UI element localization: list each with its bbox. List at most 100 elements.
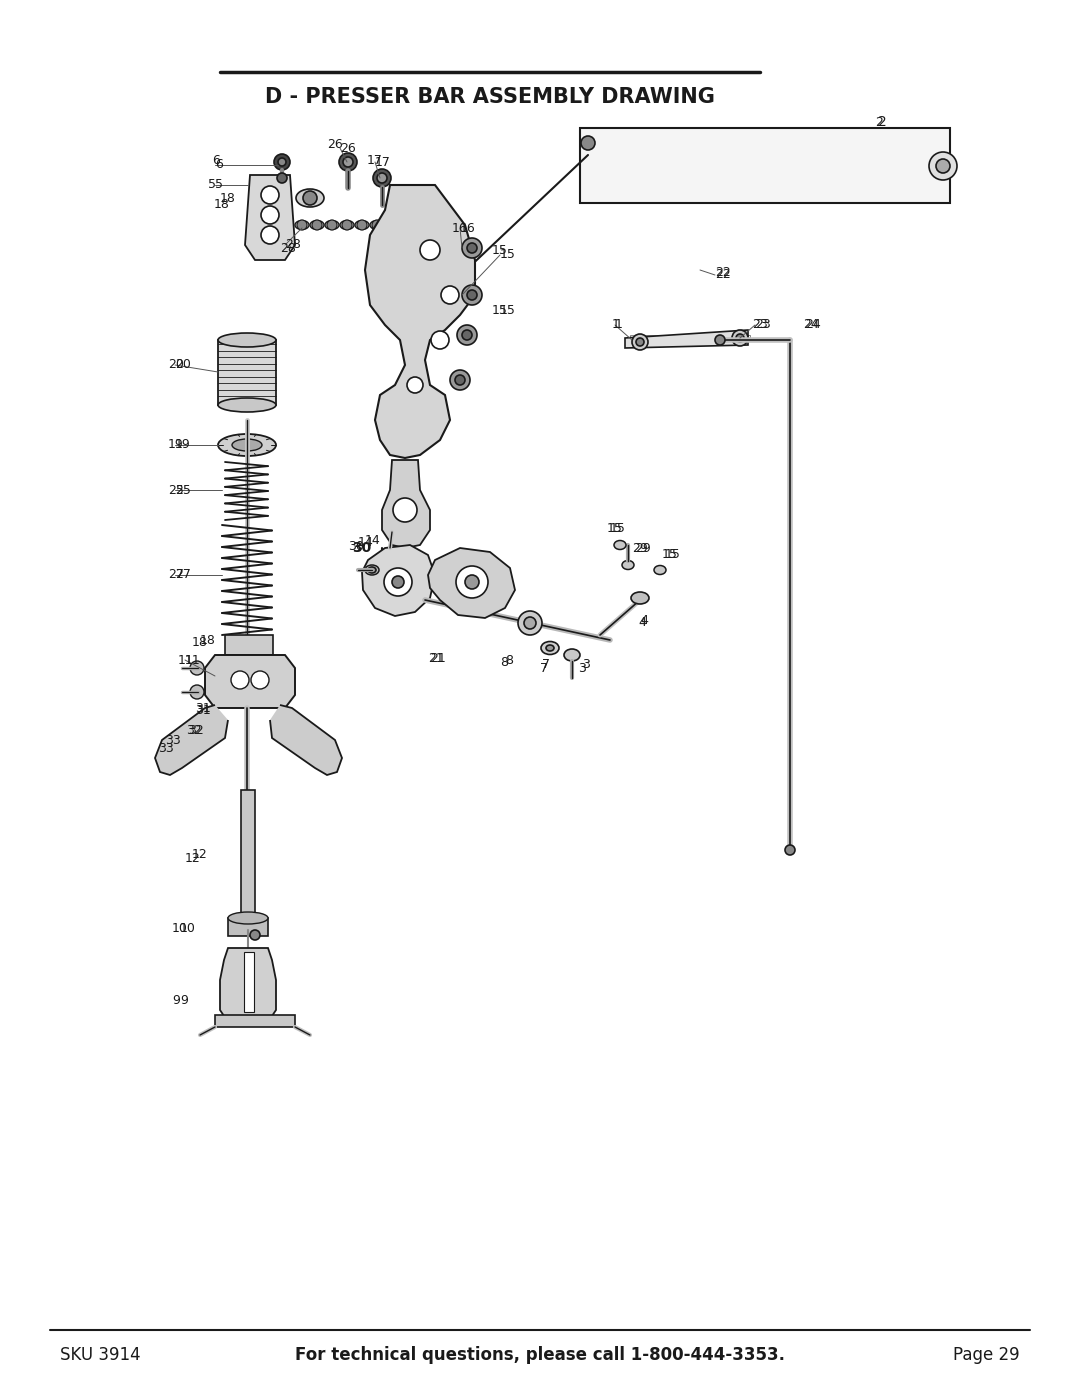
Text: 29: 29 (632, 542, 648, 555)
Circle shape (392, 576, 404, 588)
Text: SKU 3914: SKU 3914 (60, 1345, 140, 1363)
Polygon shape (625, 330, 748, 348)
Text: 14: 14 (357, 535, 374, 549)
Text: 20: 20 (168, 359, 184, 372)
Circle shape (278, 158, 286, 166)
Circle shape (431, 331, 449, 349)
Circle shape (251, 671, 269, 689)
Circle shape (327, 219, 337, 231)
Text: 28: 28 (285, 239, 301, 251)
Text: 7: 7 (540, 662, 548, 675)
Circle shape (372, 219, 382, 231)
Text: 10: 10 (180, 922, 195, 935)
Ellipse shape (546, 645, 554, 651)
Text: 8: 8 (505, 654, 513, 666)
Bar (241, 789, 255, 921)
Circle shape (462, 285, 482, 305)
Circle shape (929, 152, 957, 180)
Polygon shape (382, 460, 430, 548)
Circle shape (297, 219, 307, 231)
Circle shape (342, 219, 352, 231)
Circle shape (732, 330, 748, 346)
Text: Page 29: Page 29 (954, 1345, 1020, 1363)
Ellipse shape (218, 398, 276, 412)
Text: 6: 6 (212, 154, 220, 166)
Ellipse shape (631, 592, 649, 604)
Text: 25: 25 (175, 483, 191, 496)
Text: 29: 29 (635, 542, 651, 555)
Text: 15: 15 (665, 549, 680, 562)
Bar (244, 951, 254, 1011)
Circle shape (407, 377, 423, 393)
Polygon shape (156, 705, 228, 775)
Text: 22: 22 (715, 265, 731, 278)
Circle shape (190, 661, 204, 675)
Text: 16: 16 (460, 222, 476, 235)
Text: 18: 18 (200, 633, 216, 647)
Circle shape (393, 497, 417, 522)
Text: 6: 6 (215, 158, 222, 172)
Text: 19: 19 (175, 439, 191, 451)
Circle shape (785, 845, 795, 855)
Ellipse shape (340, 221, 354, 229)
Circle shape (231, 671, 249, 689)
Circle shape (715, 335, 725, 345)
Text: 9: 9 (172, 993, 180, 1006)
Circle shape (462, 237, 482, 258)
Text: 19: 19 (168, 439, 184, 451)
Text: 5: 5 (208, 179, 216, 191)
Polygon shape (362, 545, 435, 616)
Circle shape (467, 291, 477, 300)
Ellipse shape (218, 434, 276, 455)
Text: 15: 15 (610, 521, 626, 535)
Text: 23: 23 (755, 319, 771, 331)
Circle shape (249, 930, 260, 940)
Ellipse shape (232, 439, 262, 451)
Text: 12: 12 (192, 848, 207, 862)
Circle shape (457, 326, 477, 345)
Text: 3: 3 (582, 658, 590, 672)
Circle shape (524, 617, 536, 629)
Text: 16: 16 (453, 222, 468, 235)
Text: D - PRESSER BAR ASSEMBLY DRAWING: D - PRESSER BAR ASSEMBLY DRAWING (265, 87, 715, 108)
Text: 27: 27 (175, 569, 191, 581)
Circle shape (343, 156, 353, 168)
Circle shape (387, 219, 397, 231)
Polygon shape (428, 548, 515, 617)
Circle shape (357, 219, 367, 231)
Text: 11: 11 (185, 654, 201, 666)
Text: 4: 4 (640, 613, 648, 626)
Text: For technical questions, please call 1-800-444-3353.: For technical questions, please call 1-8… (295, 1345, 785, 1363)
Text: 9: 9 (180, 993, 188, 1006)
Bar (630, 335, 750, 339)
Circle shape (441, 286, 459, 305)
Ellipse shape (622, 560, 634, 570)
Ellipse shape (384, 221, 399, 229)
Circle shape (402, 219, 411, 231)
Text: 18: 18 (214, 198, 230, 211)
Text: 26: 26 (340, 141, 355, 155)
Text: 21: 21 (428, 651, 444, 665)
Polygon shape (365, 184, 475, 458)
Text: 31: 31 (195, 704, 211, 717)
Text: 15: 15 (500, 303, 516, 317)
Bar (228, 918, 268, 936)
Text: 30: 30 (348, 539, 364, 552)
Circle shape (450, 370, 470, 390)
Circle shape (276, 173, 287, 183)
Ellipse shape (296, 189, 324, 207)
Polygon shape (205, 655, 295, 708)
Text: 17: 17 (367, 154, 383, 166)
Circle shape (261, 226, 279, 244)
Circle shape (936, 159, 950, 173)
Ellipse shape (228, 912, 268, 923)
Text: 4: 4 (638, 616, 646, 629)
Text: 5: 5 (215, 179, 222, 191)
Text: 24: 24 (805, 319, 821, 331)
Text: 27: 27 (168, 569, 184, 581)
Circle shape (455, 374, 465, 386)
Ellipse shape (295, 221, 309, 229)
Circle shape (312, 219, 322, 231)
Text: 10: 10 (172, 922, 188, 935)
Text: 11: 11 (178, 654, 193, 666)
